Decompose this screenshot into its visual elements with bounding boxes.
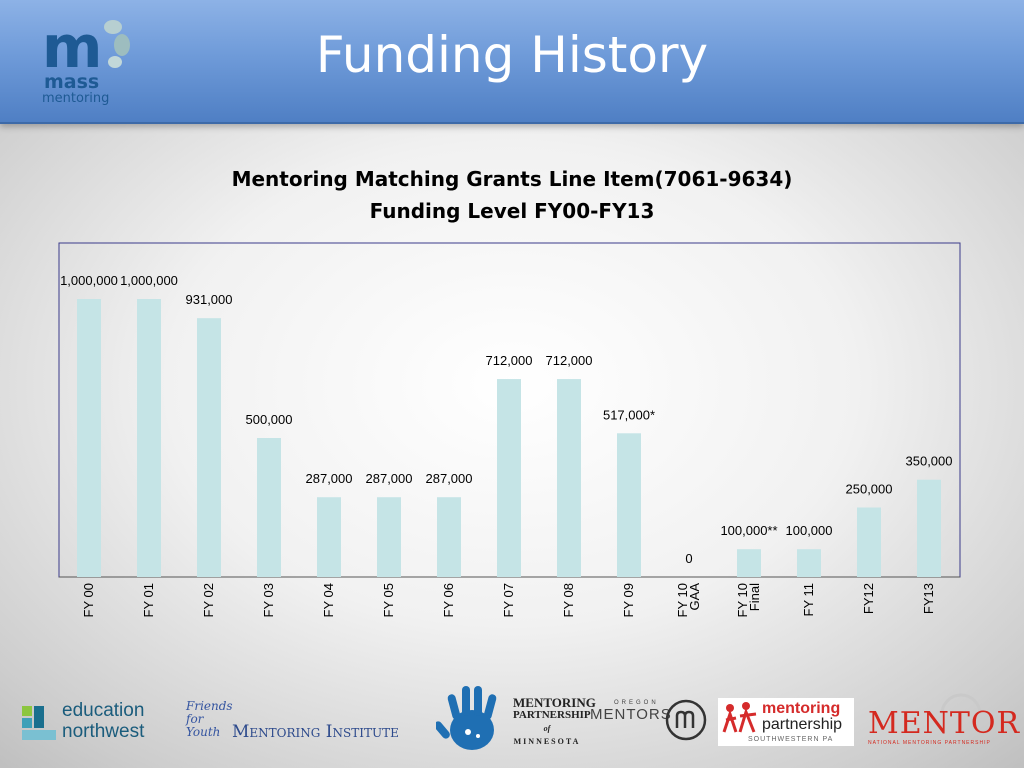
data-label: 0 [685, 551, 692, 566]
bar [737, 549, 761, 577]
mentoring-institute-logo: Mentoring Institute [232, 722, 399, 742]
bar [137, 299, 161, 577]
hand-print-icon [436, 686, 497, 750]
mentoring-partnership-minnesota-logo: MENTORING PARTNERSHIP of MINNESOTA [513, 695, 596, 746]
oregon-mentors-icon [665, 699, 707, 741]
mentor-logo: MENTOR [868, 706, 1021, 741]
x-tick-label: FY 08 [561, 583, 576, 617]
header-bar: m mass mentoring Funding History [0, 0, 1024, 124]
data-label: 100,000** [720, 523, 777, 538]
data-label: 931,000 [186, 292, 233, 307]
data-label: 287,000 [366, 471, 413, 486]
x-tick-label: FY 10GAA [675, 583, 702, 618]
people-icon [722, 702, 757, 733]
data-label: 350,000 [906, 454, 953, 469]
bar [797, 549, 821, 577]
data-label: 100,000 [786, 523, 833, 538]
bar [857, 507, 881, 577]
mass-mentoring-logo: m mass mentoring [38, 16, 138, 112]
mentor-arc-icon [940, 693, 982, 715]
x-tick-label: FY 00 [81, 583, 96, 617]
slide-title: Funding History [315, 26, 709, 84]
x-tick-label: FY 05 [381, 583, 396, 617]
data-label: 287,000 [306, 471, 353, 486]
bar [437, 497, 461, 577]
x-tick-label: FY 09 [621, 583, 636, 617]
x-tick-label: FY 06 [441, 583, 456, 617]
bar [497, 379, 521, 577]
data-label: 1,000,000 [120, 273, 178, 288]
education-northwest-line1: education [62, 700, 145, 721]
logo-text-mentoring: mentoring [42, 91, 110, 106]
education-northwest-line2: northwest [62, 721, 145, 742]
x-tick-label: FY 01 [141, 583, 156, 617]
x-tick-label: FY 07 [501, 583, 516, 617]
data-label: 517,000* [603, 407, 655, 422]
data-label: 712,000 [486, 353, 533, 368]
chart-title-line2: Funding Level FY00-FY13 [369, 199, 655, 223]
x-tick-label: FY 11 [801, 583, 816, 616]
bar [617, 433, 641, 577]
partner-logos: education northwest Friends for Youth Me… [0, 680, 1024, 768]
data-label: 500,000 [246, 412, 293, 427]
mentor-logo-subtitle: NATIONAL MENTORING PARTNERSHIP [868, 740, 991, 746]
bar [377, 497, 401, 577]
bar [257, 438, 281, 577]
data-label: 250,000 [846, 482, 893, 497]
data-label: 712,000 [546, 353, 593, 368]
x-tick-label: FY 02 [201, 583, 216, 617]
bar [197, 318, 221, 577]
bar [77, 299, 101, 577]
oregon-mentors-small-text: OREGON [614, 700, 659, 706]
x-tick-label: FY13 [921, 583, 936, 614]
x-tick-label: FY 04 [321, 583, 336, 617]
bar [557, 379, 581, 577]
bar [917, 479, 941, 577]
data-label: 287,000 [426, 471, 473, 486]
chart-title-line1: Mentoring Matching Grants Line Item(7061… [231, 167, 793, 191]
data-label: 1,000,000 [60, 273, 118, 288]
x-tick-label: FY12 [861, 583, 876, 614]
mentoring-partnership-swpa-logo: mentoring partnership SOUTHWESTERN PA [718, 698, 854, 746]
x-tick-label: FY 10Final [735, 583, 762, 618]
logo-text-mass: mass [44, 71, 100, 93]
education-northwest-icon [22, 706, 56, 740]
bar [317, 497, 341, 577]
oregon-mentors-logo: MENTORS [590, 706, 672, 723]
x-tick-label: FY 03 [261, 583, 276, 617]
friends-for-youth-logo: Friends for Youth [186, 699, 233, 739]
